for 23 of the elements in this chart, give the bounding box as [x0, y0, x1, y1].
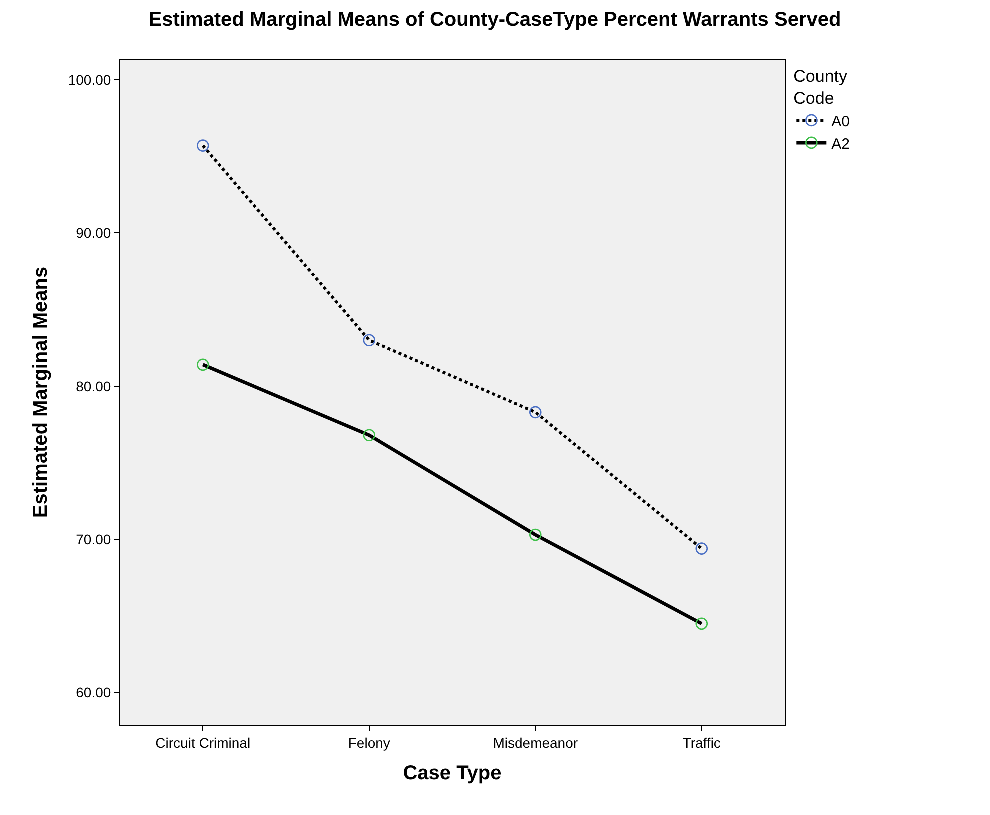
legend-title: County Code [794, 67, 848, 108]
y-tick-label: 100.00 [68, 72, 112, 88]
point [196, 140, 210, 152]
point [196, 358, 210, 372]
y-tick-label: 90.00 [76, 225, 112, 242]
point [529, 406, 542, 419]
point [696, 542, 708, 555]
point [696, 618, 708, 630]
x-tick-label: Misdemeanor [493, 734, 578, 751]
chart-title: Estimated Marginal Means of County-CaseType Percent Warrants Served [148, 9, 842, 32]
y-tick-label: 70.00 [76, 532, 112, 548]
y-tick-label: 80.00 [76, 378, 112, 394]
point [529, 528, 542, 542]
y-axis-title: Estimated Marginal Means [30, 266, 52, 518]
point [363, 334, 376, 347]
x-axis-title: Case Type [403, 762, 502, 784]
point [363, 429, 376, 442]
x-tick-label: Traffic [682, 734, 721, 751]
legend-label: A2 [832, 136, 850, 153]
x-tick-label: Felony [348, 734, 390, 751]
x-tick-label: Circuit Criminal [156, 734, 251, 751]
legend-label: A0 [832, 113, 850, 130]
y-tick-label: 60.00 [76, 684, 112, 701]
